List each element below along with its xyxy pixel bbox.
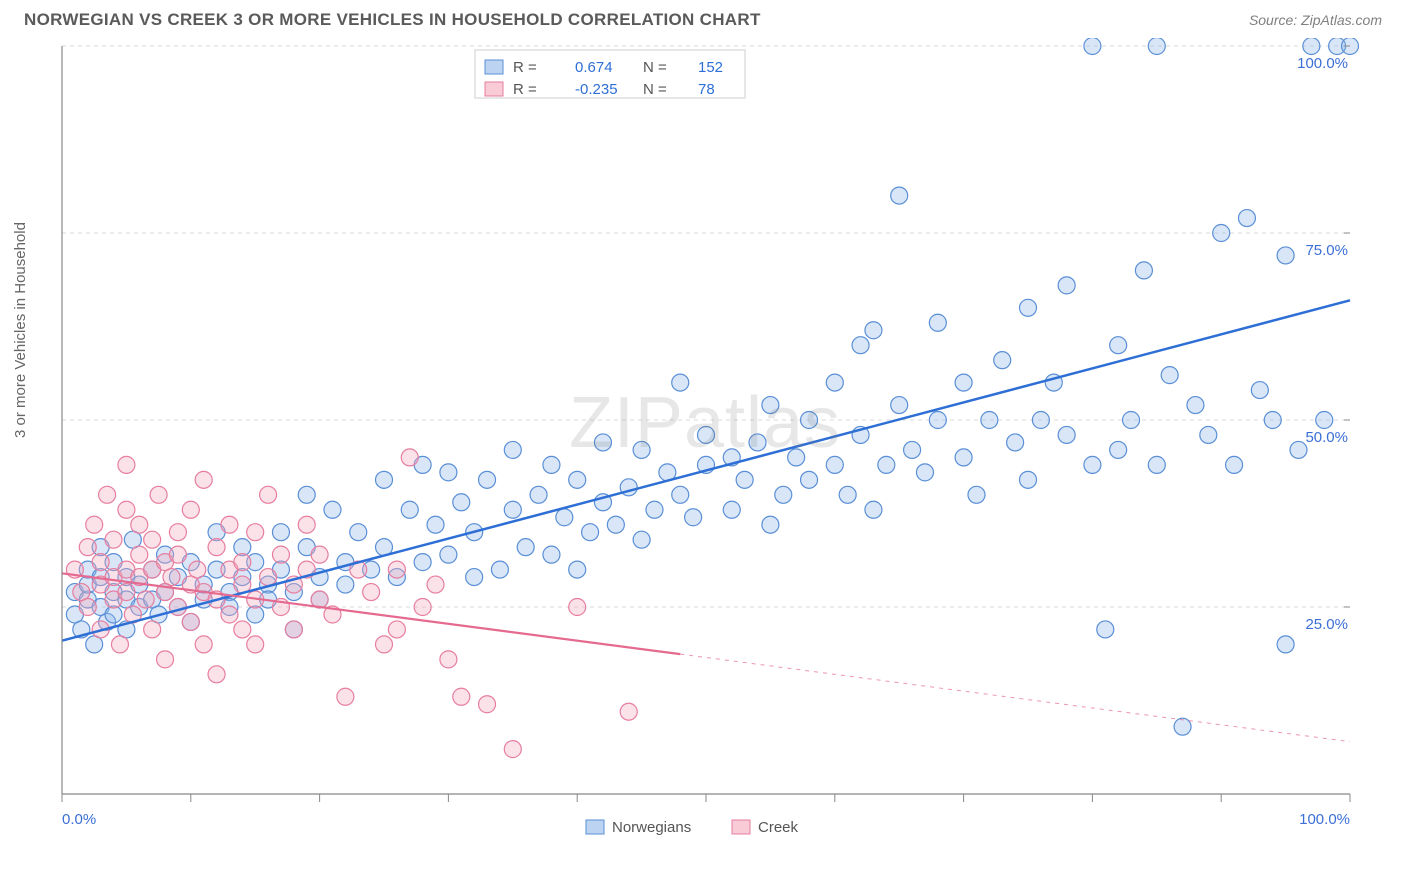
- svg-text:25.0%: 25.0%: [1305, 616, 1348, 633]
- svg-text:100.0%: 100.0%: [1297, 55, 1348, 72]
- svg-text:N =: N =: [643, 59, 667, 76]
- svg-text:0.0%: 0.0%: [62, 811, 96, 828]
- svg-text:R =: R =: [513, 59, 537, 76]
- svg-text:75.0%: 75.0%: [1305, 242, 1348, 259]
- chart-area: 3 or more Vehicles in Household ZIPatlas…: [20, 38, 1390, 858]
- chart-title: NORWEGIAN VS CREEK 3 OR MORE VEHICLES IN…: [24, 10, 761, 30]
- svg-text:100.0%: 100.0%: [1299, 811, 1350, 828]
- svg-text:78: 78: [698, 81, 715, 98]
- title-bar: NORWEGIAN VS CREEK 3 OR MORE VEHICLES IN…: [0, 0, 1406, 30]
- svg-text:Creek: Creek: [758, 819, 799, 836]
- svg-text:N =: N =: [643, 81, 667, 98]
- y-axis-label: 3 or more Vehicles in Household: [12, 222, 29, 438]
- svg-text:-0.235: -0.235: [575, 81, 618, 98]
- svg-text:R =: R =: [513, 81, 537, 98]
- svg-text:0.674: 0.674: [575, 59, 613, 76]
- scatter-chart: 0.0% 100.0% 25.0% 50.0% 75.0% 100.0% R = 0.674 N…: [20, 38, 1390, 858]
- source-label: Source: ZipAtlas.com: [1249, 12, 1382, 28]
- svg-text:152: 152: [698, 59, 723, 76]
- svg-text:50.0%: 50.0%: [1305, 429, 1348, 446]
- svg-text:Norwegians: Norwegians: [612, 819, 691, 836]
